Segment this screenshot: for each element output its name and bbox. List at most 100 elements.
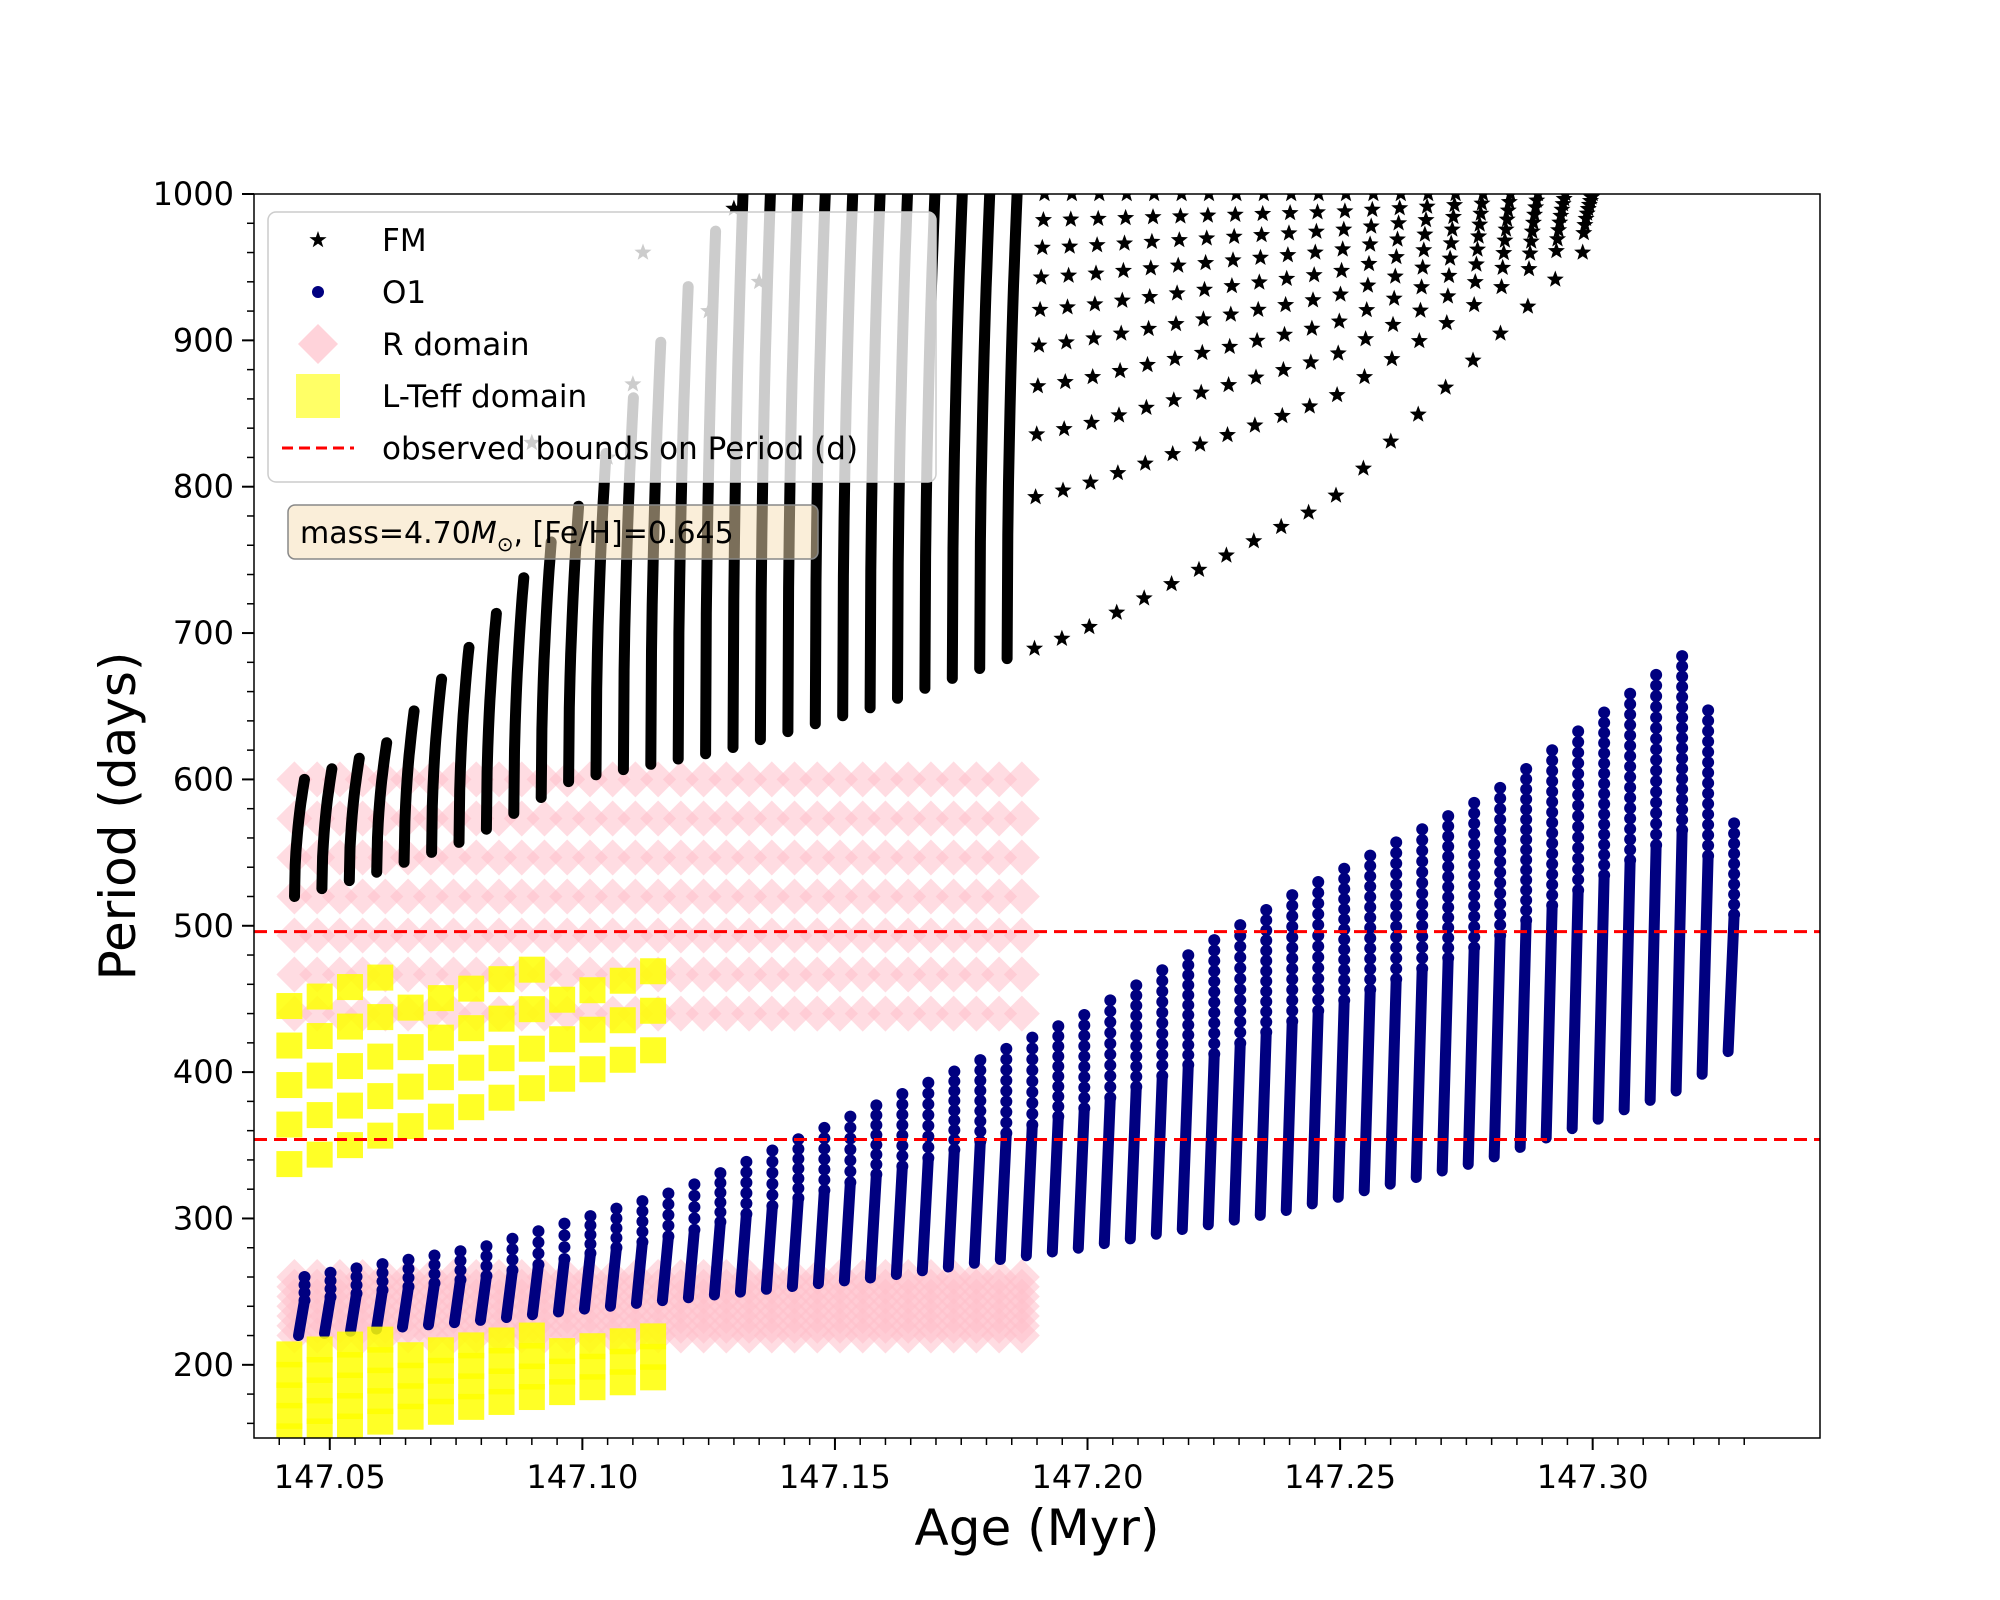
r-domain-marker (890, 878, 927, 915)
fm-star (1060, 266, 1078, 283)
o1-dot (1624, 843, 1637, 856)
lteff-square (306, 1062, 333, 1089)
fm-star (1033, 238, 1051, 255)
o1-dot (1520, 823, 1533, 836)
fm-star (1576, 215, 1594, 233)
fm-star (1231, 194, 1242, 202)
fm-star (1472, 204, 1490, 221)
o1-dot (1260, 1015, 1273, 1028)
o1-dot (1208, 1016, 1221, 1029)
fm-track (535, 536, 557, 803)
fm-star (1467, 255, 1485, 272)
o1-dot (1624, 687, 1637, 700)
fm-star (1226, 205, 1244, 222)
o1-dot (662, 1187, 675, 1200)
fm-star (1497, 220, 1515, 237)
o1-dot (1650, 817, 1663, 830)
o1-dot (1364, 942, 1377, 955)
r-domain-marker (867, 839, 904, 876)
lteff-square (367, 1326, 394, 1353)
r-domain-marker (799, 761, 836, 798)
fm-track (974, 194, 996, 674)
fm-track (946, 194, 968, 684)
o1-dot (1416, 930, 1429, 943)
o1-dot (1364, 849, 1377, 862)
o1-dot (1000, 1084, 1013, 1097)
o1-track (1176, 1059, 1194, 1235)
o1-dot (1624, 750, 1637, 763)
r-domain-marker (390, 917, 427, 954)
o1-dot (1572, 873, 1585, 886)
o1-dot (1234, 940, 1247, 953)
o1-dot (1494, 887, 1507, 900)
fm-star (1441, 249, 1459, 266)
fm-star (1446, 196, 1464, 213)
r-domain-marker (890, 839, 927, 876)
o1-dot (1702, 745, 1715, 758)
o1-dot (948, 1143, 961, 1156)
r-domain-marker (526, 917, 563, 954)
o1-track (916, 1152, 934, 1277)
o1-dot (1520, 874, 1533, 887)
fm-star (1169, 256, 1187, 273)
fm-star (1277, 295, 1295, 313)
o1-dot (1052, 1100, 1065, 1113)
o1-dot (1130, 1030, 1143, 1043)
o1-dot (558, 1217, 571, 1230)
o1-track (1670, 824, 1688, 1097)
r-domain-marker (821, 761, 858, 798)
o1-track (1202, 1048, 1220, 1231)
fm-star (1110, 406, 1128, 423)
lteff-square (306, 1141, 333, 1168)
fm-star (1526, 205, 1544, 222)
o1-dot (506, 1232, 519, 1245)
o1-dot (1598, 869, 1611, 882)
o1-track (578, 1247, 596, 1315)
r-domain-marker (481, 839, 518, 876)
fm-star (1306, 243, 1324, 260)
o1-dot (1702, 797, 1715, 810)
o1-dot (1520, 813, 1533, 826)
fm-star (1217, 546, 1235, 563)
r-domain-marker (821, 956, 858, 993)
fm-star (1450, 194, 1461, 202)
fm-star (1333, 261, 1351, 279)
o1-dot (766, 1155, 779, 1168)
o1-dot (1598, 808, 1611, 821)
o1-dot (480, 1250, 493, 1263)
o1-dot (298, 1271, 311, 1284)
o1-dot (1650, 828, 1663, 841)
fm-star (1303, 319, 1321, 336)
o1-dot (870, 1148, 883, 1161)
o1-dot (1156, 1027, 1169, 1040)
fm-star (1413, 278, 1431, 295)
fm-star (1086, 295, 1104, 312)
o1-dot (1078, 1081, 1091, 1094)
o1-dot (1052, 1080, 1065, 1093)
o1-dot (896, 1160, 909, 1173)
o1-dot (1572, 863, 1585, 876)
o1-dot (792, 1143, 805, 1156)
o1-dot (454, 1264, 467, 1277)
o1-dot (1494, 908, 1507, 921)
y-tick-label: 500 (173, 907, 234, 945)
o1-dot (974, 1064, 987, 1077)
r-domain-marker (753, 917, 790, 954)
o1-dot (1182, 1028, 1195, 1041)
r-domain-marker (867, 917, 904, 954)
r-domain-marker (935, 839, 972, 876)
r-domain-marker (731, 800, 768, 837)
r-domain-marker (890, 995, 927, 1032)
r-domain-marker (1003, 956, 1040, 993)
o1-track (1098, 1092, 1116, 1250)
fm-star (1313, 194, 1324, 202)
annotation: mass=4.70M⊙, [Fe/H]=0.645 (287, 504, 819, 560)
o1-track (1722, 909, 1740, 1058)
o1-dot (1234, 1037, 1247, 1050)
o1-dot (1598, 757, 1611, 770)
o1-dot (1650, 839, 1663, 852)
fm-star (1357, 330, 1375, 347)
o1-dot (1650, 743, 1663, 756)
o1-dot (974, 1104, 987, 1117)
o1-dot (688, 1189, 701, 1202)
